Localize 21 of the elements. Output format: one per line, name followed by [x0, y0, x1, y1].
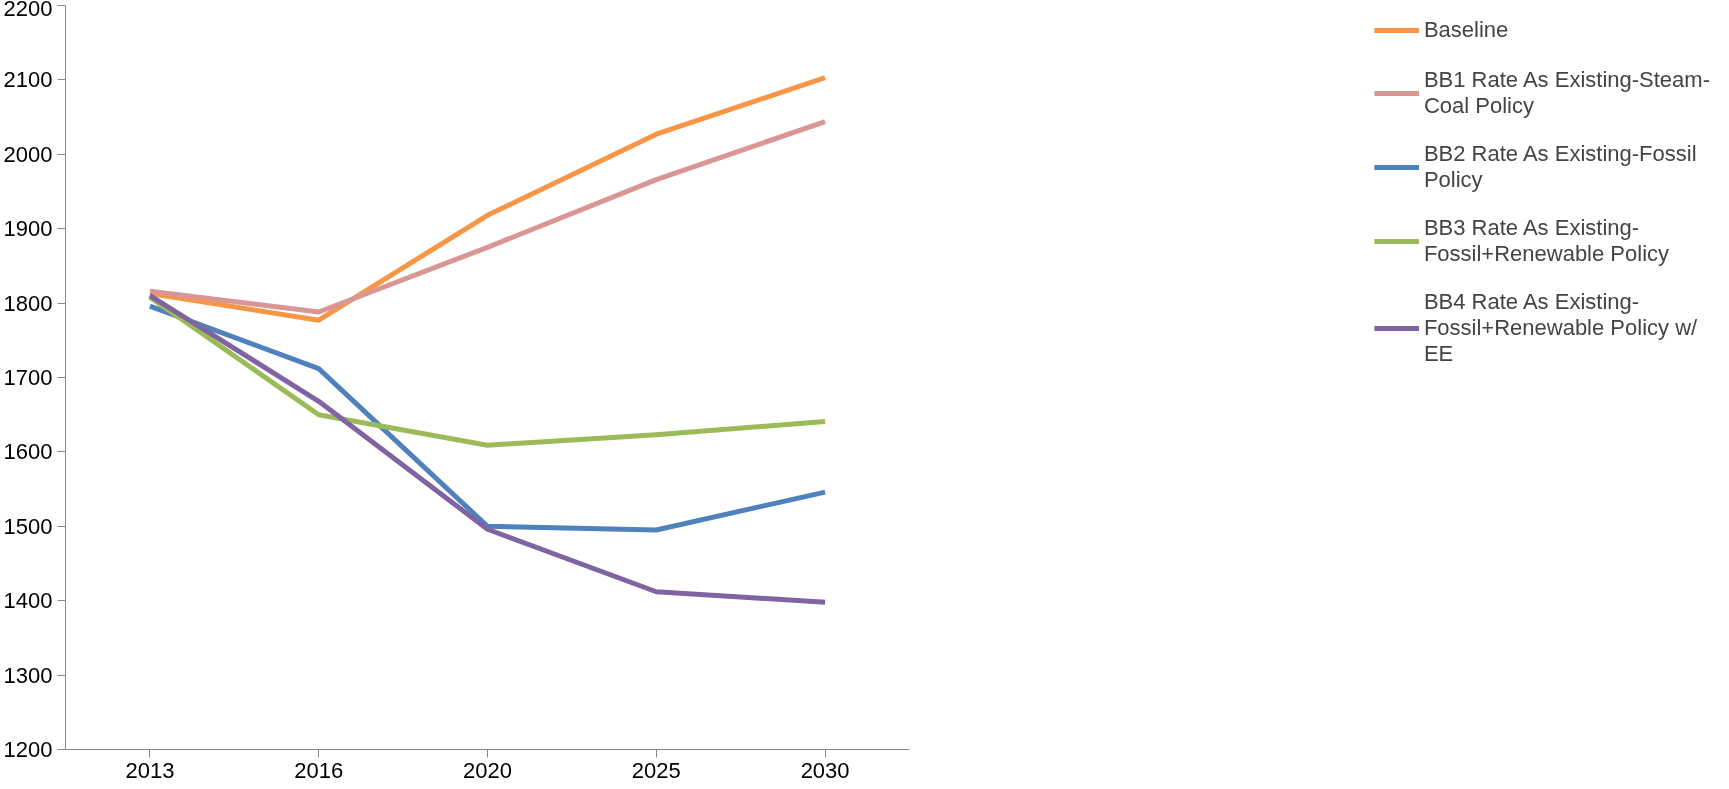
legend-label: BB1 Rate As Existing-Steam-Coal Policy — [1423, 67, 1710, 119]
legend-label: Baseline — [1423, 16, 1509, 44]
y-tick-label: 1400 — [3, 588, 53, 614]
y-tick-label: 1600 — [3, 439, 53, 465]
legend-label: BB2 Rate As Existing-Fossil Policy — [1423, 141, 1697, 193]
y-tick-label: 1800 — [3, 290, 53, 316]
legend-label: BB4 Rate As Existing-Fossil+Renewable Policy w/ EE — [1423, 289, 1698, 367]
y-tick-label: 1700 — [3, 365, 53, 390]
y-tick-label: 2000 — [3, 141, 53, 167]
y-tick-label: 1500 — [3, 513, 53, 539]
x-tick-label: 2025 — [631, 757, 681, 783]
y-tick-label: 2200 — [3, 0, 53, 21]
x-tick-label: 2016 — [294, 757, 344, 783]
y-tick-label: 1900 — [3, 216, 53, 242]
y-tick-label: 1300 — [3, 662, 53, 688]
x-tick-label: 2020 — [463, 757, 512, 783]
legend-label: BB3 Rate As Existing-Fossil+Renewable Policy — [1423, 215, 1670, 267]
y-tick-label: 1200 — [3, 737, 53, 762]
y-tick-label: 2100 — [3, 67, 53, 93]
x-tick-label: 2013 — [125, 757, 175, 783]
x-tick-label: 2030 — [800, 757, 850, 783]
